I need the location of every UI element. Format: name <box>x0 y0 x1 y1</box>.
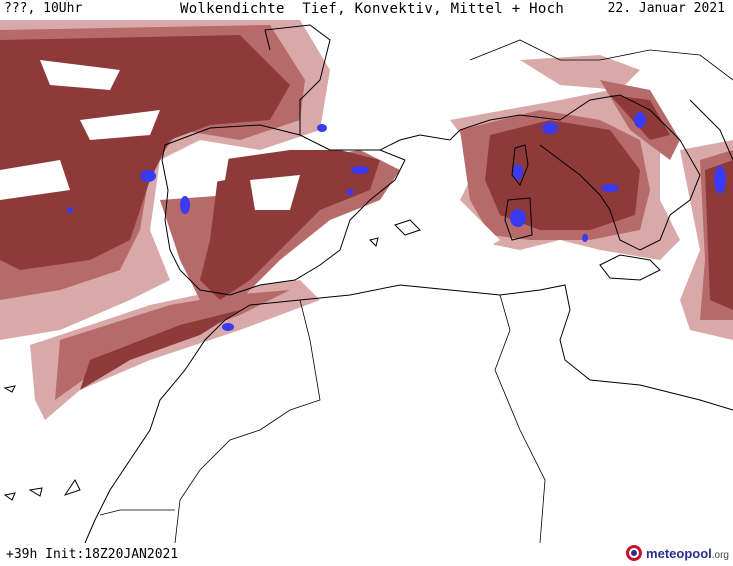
meteopool-logo-icon <box>626 545 643 561</box>
meteopool-logo: meteopool.org <box>625 542 729 564</box>
brand-wordmark: meteopool.org <box>646 545 729 561</box>
clear-sky-gaps <box>0 60 500 270</box>
cloud-cover-map <box>0 18 733 543</box>
map-title: Wolkendichte Tief, Konvektiv, Mittel + H… <box>180 1 565 17</box>
forecast-date: 22. Januar 2021 <box>607 1 725 16</box>
convective-cloud-patches <box>67 112 726 331</box>
forecast-time-label: ???, 10Uhr <box>4 1 83 16</box>
model-run-info: +39h Init:18Z20JAN2021 <box>6 547 179 562</box>
coastlines-borders <box>3 24 733 543</box>
